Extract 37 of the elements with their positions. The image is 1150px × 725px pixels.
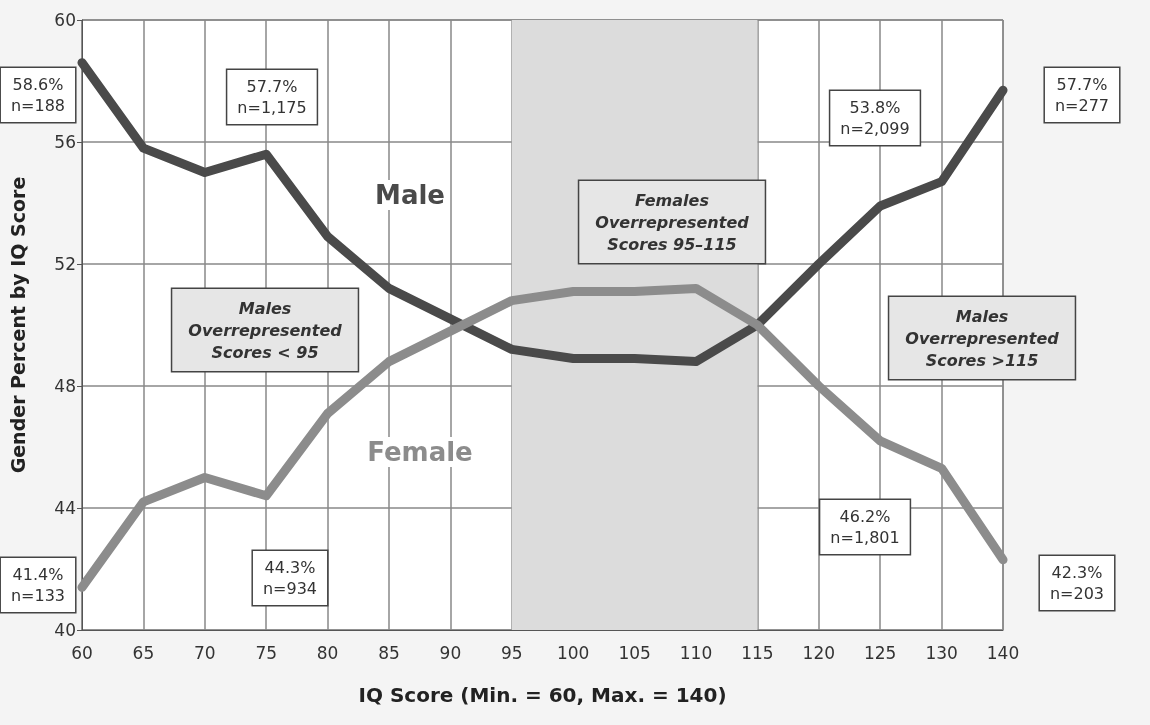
y-tick-label: 56 xyxy=(54,132,76,152)
x-tick-label: 105 xyxy=(618,642,651,663)
text: 58.6% n=188 xyxy=(10,75,66,115)
text: 41.4% n=133 xyxy=(10,565,66,605)
annotation: 57.7% n=1,175 xyxy=(237,77,307,117)
x-tick-label: 90 xyxy=(439,642,462,663)
x-tick-label: 85 xyxy=(378,642,400,663)
x-tick-label: 130 xyxy=(925,642,958,663)
annotation: 53.8% n=2,099 xyxy=(840,98,910,138)
x-axis-title: IQ Score (Min. = 60, Max. = 140) xyxy=(358,683,727,707)
x-tick-label: 115 xyxy=(741,642,774,663)
x-tick-label: 65 xyxy=(132,642,155,663)
text: 57.7% n=277 xyxy=(1054,75,1110,115)
annotation: 46.2% n=1,801 xyxy=(830,507,900,547)
y-tick-label: 60 xyxy=(54,10,76,30)
x-tick-label: 60 xyxy=(71,642,93,663)
x-tick-label: 95 xyxy=(500,642,523,663)
text: 42.3% n=203 xyxy=(1049,563,1105,603)
annotation: 44.3% n=934 xyxy=(262,558,318,598)
x-tick-label: 140 xyxy=(986,642,1020,663)
series-label: Male xyxy=(375,180,445,210)
y-tick-label: 48 xyxy=(54,376,76,396)
annotation: Males Overrepresented Scores < 95 xyxy=(188,298,343,362)
x-tick-label: 70 xyxy=(193,642,216,663)
x-tick-label: 110 xyxy=(679,642,713,663)
y-tick-label: 44 xyxy=(54,498,76,518)
x-tick-label: 100 xyxy=(556,642,590,663)
y-tick-label: 52 xyxy=(54,254,76,274)
x-tick-label: 80 xyxy=(316,642,339,663)
y-axis-title: Gender Percent by IQ Score xyxy=(6,176,29,474)
y-tick-label: 40 xyxy=(54,620,76,640)
x-tick-label: 125 xyxy=(863,642,897,663)
x-tick-label: 75 xyxy=(255,642,278,663)
annotation: Females Overrepresented Scores 95–115 xyxy=(595,190,750,254)
annotation: Males Overrepresented Scores >115 xyxy=(905,306,1060,370)
series-label: Female xyxy=(367,437,473,467)
x-tick-label: 120 xyxy=(802,642,836,663)
